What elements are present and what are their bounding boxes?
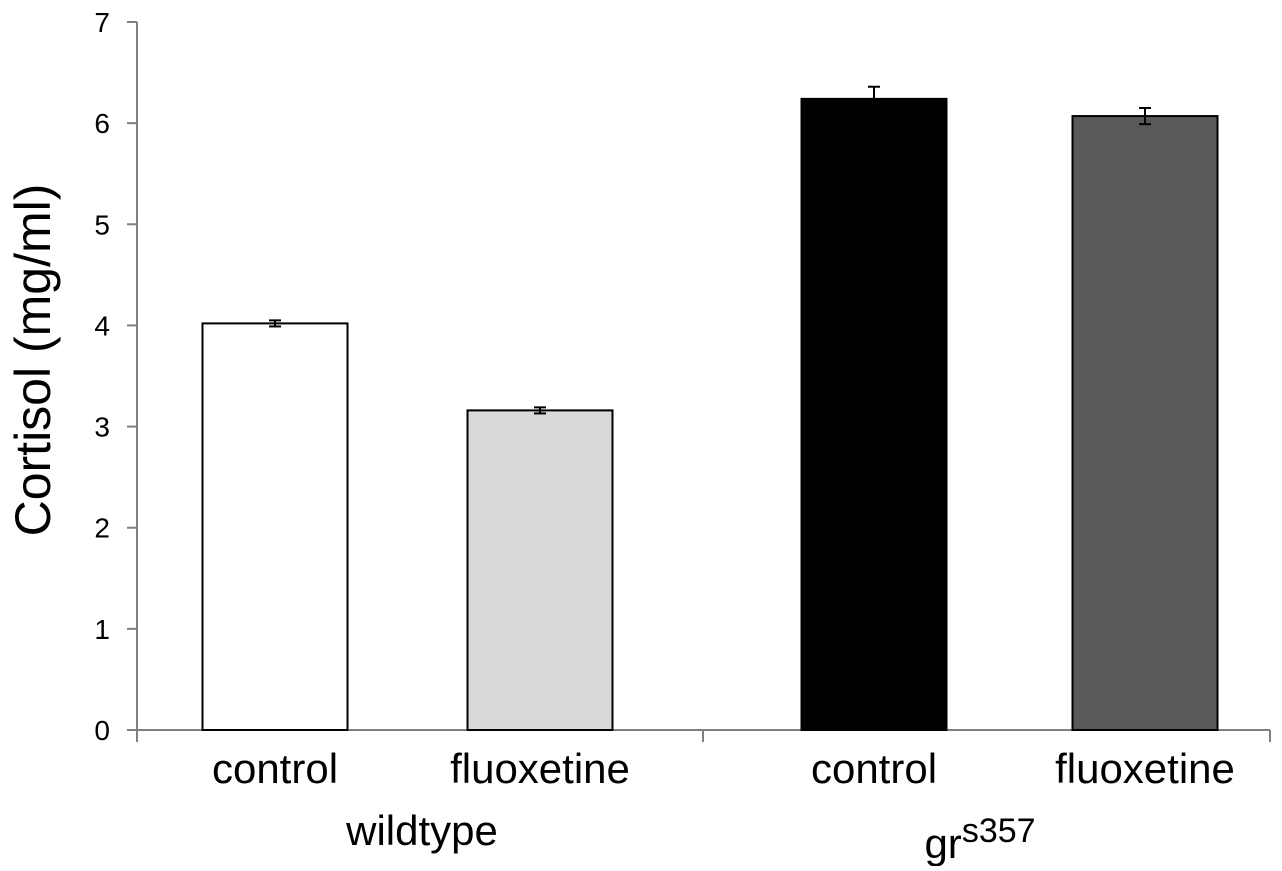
x-category-label: control <box>811 745 937 792</box>
x-group-label: grs357 <box>924 812 1035 866</box>
y-axis-label: Cortisol (mg/ml) <box>5 184 61 537</box>
y-tick-label: 1 <box>94 614 110 645</box>
y-tick-label: 0 <box>94 715 110 746</box>
error-bar-2 <box>534 406 546 415</box>
bar-3 <box>800 97 948 731</box>
bars <box>201 85 1219 731</box>
y-tick-label: 2 <box>94 513 110 544</box>
x-category-label: control <box>212 745 338 792</box>
y-tick-label: 6 <box>94 108 110 139</box>
x-category-label: fluoxetine <box>450 745 630 792</box>
error-bar-1 <box>269 319 281 328</box>
y-tick-label: 7 <box>94 7 110 38</box>
bar-2 <box>466 409 614 731</box>
y-tick-label: 4 <box>94 310 110 341</box>
labels: 0 1 2 3 4 5 6 7 control fluoxetine control fluoxeti… <box>94 7 1235 867</box>
x-category-label: fluoxetine <box>1055 745 1235 792</box>
y-tick-label: 5 <box>94 209 110 240</box>
x-group-label: wildtype <box>345 807 498 854</box>
bar-4 <box>1071 115 1219 731</box>
error-bar-3 <box>868 85 880 113</box>
error-bar-4 <box>1139 106 1151 126</box>
bar-1 <box>201 322 349 731</box>
y-tick-label: 3 <box>94 412 110 443</box>
